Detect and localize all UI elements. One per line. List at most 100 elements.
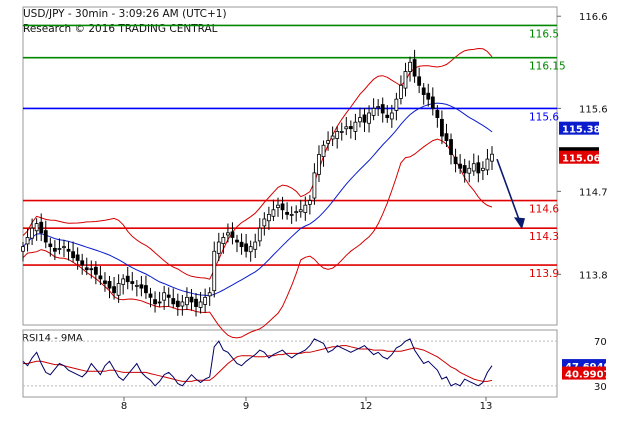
middle-moving-average [22, 102, 493, 297]
candle-body [226, 232, 230, 236]
candle-body [93, 266, 98, 275]
candlesticks [21, 49, 494, 317]
candle-body [458, 163, 463, 169]
candle-body [203, 296, 208, 305]
support-resistance-levels: 116.5 116.15 115.6 114.6 114.3 113.9 [23, 24, 566, 280]
candle-body [449, 139, 453, 155]
arrow-head [514, 217, 525, 230]
rsi-panel-border [22, 329, 558, 398]
x-tick-label: 13 [480, 401, 493, 412]
candle-body [189, 296, 194, 303]
time-axis: 8 9 12 13 [121, 397, 493, 412]
x-tick-label: 9 [243, 401, 249, 412]
candle-body [39, 221, 44, 234]
candle-body [112, 286, 116, 294]
candle-body [380, 104, 385, 114]
rsi-panel: 703047.694940.9907 [22, 337, 611, 393]
candle-body [57, 248, 62, 250]
candle-body [385, 114, 390, 119]
candle-body [235, 239, 239, 243]
candle-body [453, 156, 458, 165]
candle-body [326, 140, 330, 144]
candle-body [166, 294, 171, 298]
candle-body [403, 71, 408, 89]
candle-body [344, 126, 349, 130]
candle-body [43, 230, 48, 243]
candle-body [408, 61, 412, 72]
candle-body [253, 241, 258, 250]
candle-body [66, 248, 71, 252]
candle-body [34, 223, 39, 232]
level-label-116.15: 116.15 [529, 61, 566, 73]
candle-body [280, 203, 285, 211]
level-label-115.6: 115.6 [529, 111, 559, 123]
candle-body [75, 254, 80, 261]
candle-body [134, 284, 139, 287]
candle-body [139, 284, 144, 289]
price-panel-border [22, 6, 558, 326]
candle-body [285, 211, 289, 215]
candle-body [21, 246, 25, 252]
forecast-arrow [496, 158, 525, 230]
candle-body [130, 281, 135, 284]
candle-body [294, 211, 299, 214]
candle-body [62, 246, 66, 249]
candle-body [98, 275, 103, 280]
candle-body [180, 301, 185, 307]
candle-body [266, 213, 271, 222]
candle-body [412, 59, 417, 77]
candle-body [276, 204, 280, 208]
candle-body [171, 298, 176, 305]
candle-body [399, 84, 403, 99]
candle-body [339, 131, 344, 133]
candle-body [148, 293, 153, 298]
y-tick-label: 113.8 [579, 270, 608, 281]
rsi-tag-box [562, 366, 606, 380]
y-tick-label: 116.6 [579, 12, 608, 23]
candle-body [444, 133, 449, 142]
candle-body [216, 241, 221, 254]
candle-body [476, 162, 481, 174]
candle-body [121, 278, 126, 285]
candle-body [198, 301, 203, 308]
y-tick-label: 115.6 [579, 104, 608, 115]
candle-body [317, 154, 321, 175]
candle-body [389, 112, 394, 120]
price-tag-115.065: 115.065 [562, 154, 608, 165]
candle-body [248, 246, 253, 253]
candle-body [257, 227, 262, 242]
price-tag-box [559, 150, 599, 164]
candle-body [107, 280, 112, 289]
candle-body [162, 292, 167, 301]
candle-body [221, 237, 226, 245]
chart-title: USD/JPY - 30min - 3:09:26 AM (UTC+1) [23, 8, 227, 20]
candle-body [125, 275, 130, 283]
candle-body [207, 292, 212, 297]
candle-body [230, 231, 235, 238]
candle-body [376, 106, 381, 108]
candle-body [353, 121, 358, 132]
candle-body [348, 126, 353, 130]
candle-body [153, 299, 157, 305]
candle-body [303, 204, 308, 213]
candle-body [271, 209, 276, 217]
y-tick-label: 114.7 [579, 187, 608, 198]
candle-body [289, 213, 294, 216]
candle-body [30, 227, 35, 239]
candle-body [358, 117, 362, 123]
candle-body [485, 158, 490, 171]
level-label-113.9: 113.9 [529, 268, 559, 280]
candle-body [103, 280, 107, 284]
candle-body [185, 296, 189, 306]
candle-body [417, 76, 422, 86]
candle-body [471, 163, 476, 172]
arrow-shaft [496, 158, 521, 223]
candle-body [312, 172, 317, 199]
level-label-116.5: 116.5 [529, 28, 559, 40]
candle-body [157, 301, 162, 304]
candle-body [307, 200, 312, 205]
rsi-tag-40.9907: 40.9907 [565, 370, 611, 381]
price-panel-frame [22, 6, 558, 398]
candle-body [84, 267, 89, 271]
